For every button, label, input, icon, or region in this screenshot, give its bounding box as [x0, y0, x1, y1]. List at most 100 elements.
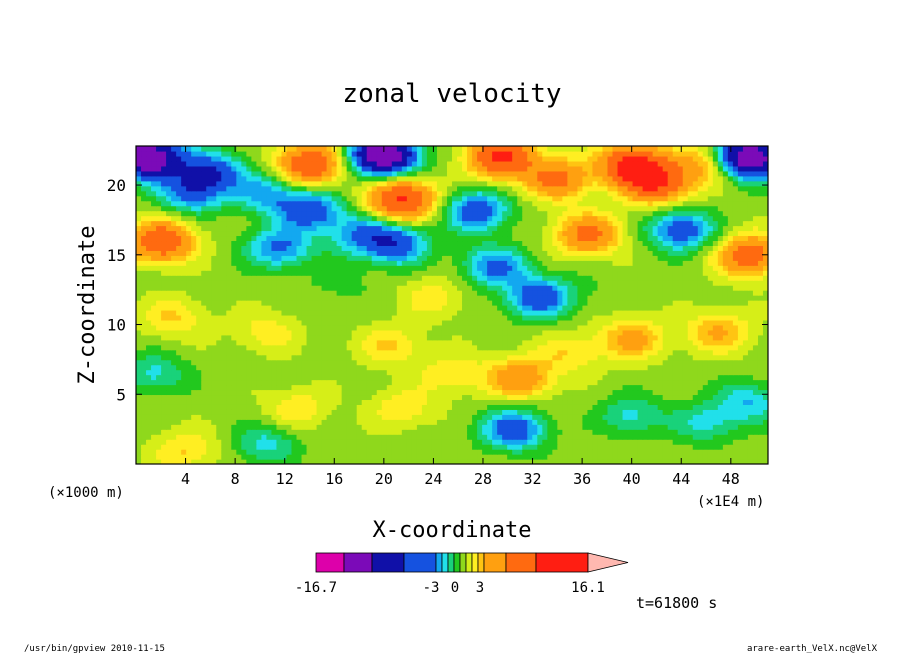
field-cell	[151, 280, 157, 286]
field-cell	[687, 280, 694, 286]
field-cell	[201, 275, 207, 281]
field-cell	[181, 444, 187, 450]
field-cell	[687, 275, 694, 281]
field-cell	[602, 409, 609, 415]
field-cell	[587, 285, 594, 291]
field-cell	[271, 270, 278, 276]
field-cell	[201, 404, 207, 410]
field-cell	[431, 344, 438, 351]
field-cell	[457, 389, 463, 396]
field-cell	[211, 290, 217, 296]
field-cell	[762, 409, 768, 415]
field-cell	[587, 444, 594, 450]
field-cell	[311, 324, 318, 331]
field-cell	[542, 399, 548, 405]
field-cell	[477, 344, 483, 351]
field-cell	[532, 285, 538, 291]
field-cell	[391, 290, 398, 296]
field-cell	[547, 374, 553, 381]
field-cell	[482, 324, 488, 331]
field-cell	[467, 334, 473, 341]
field-cell	[537, 290, 543, 296]
field-cell	[687, 319, 694, 326]
field-cell	[487, 389, 493, 396]
field-cell	[632, 295, 639, 301]
field-cell	[331, 449, 338, 455]
field-cell	[717, 439, 724, 445]
field-cell	[156, 419, 162, 425]
field-cell	[657, 275, 664, 281]
field-cell	[647, 374, 654, 381]
field-cell	[446, 459, 453, 464]
field-cell	[762, 334, 768, 341]
field-cell	[316, 404, 323, 410]
field-cell	[136, 324, 142, 331]
field-cell	[446, 404, 453, 410]
field-cell	[537, 280, 543, 286]
field-cell	[181, 275, 187, 281]
field-cell	[371, 394, 378, 401]
field-cell	[376, 389, 383, 396]
field-cell	[271, 454, 278, 460]
field-cell	[627, 404, 634, 410]
field-cell	[401, 404, 408, 410]
field-cell	[146, 290, 152, 296]
field-cell	[311, 404, 318, 410]
field-cell	[697, 384, 704, 391]
field-cell	[707, 409, 714, 415]
field-cell	[512, 449, 518, 455]
field-cell	[231, 270, 237, 276]
field-cell	[652, 384, 659, 391]
field-cell	[256, 424, 262, 430]
field-cell	[512, 309, 518, 316]
field-cell	[261, 280, 268, 286]
field-cell	[141, 319, 147, 326]
field-cell	[196, 324, 202, 331]
field-cell	[386, 414, 393, 420]
field-cell	[356, 349, 363, 356]
field-cell	[231, 414, 237, 420]
field-cell	[301, 414, 308, 420]
field-cell	[452, 384, 458, 391]
field-cell	[762, 295, 768, 301]
field-cell	[301, 275, 308, 281]
field-cell	[276, 329, 283, 336]
field-cell	[622, 384, 629, 391]
field-cell	[542, 319, 548, 326]
field-cell	[712, 309, 719, 316]
field-cell	[301, 295, 308, 301]
field-cell	[677, 444, 684, 450]
field-cell	[261, 389, 268, 396]
field-cell	[276, 314, 283, 321]
field-cell	[421, 265, 428, 271]
field-cell	[572, 374, 578, 381]
field-cell	[136, 349, 142, 356]
field-cell	[527, 354, 533, 361]
field-cell	[391, 414, 398, 420]
field-cell	[512, 319, 518, 326]
field-cell	[672, 414, 679, 420]
field-cell	[346, 339, 353, 346]
field-cell	[627, 454, 634, 460]
field-cell	[406, 334, 413, 341]
field-cell	[411, 270, 418, 276]
field-cell	[186, 305, 192, 311]
field-cell	[452, 344, 458, 351]
field-cell	[156, 439, 162, 445]
field-cell	[441, 300, 448, 306]
field-cell	[627, 379, 634, 386]
field-cell	[567, 324, 573, 331]
field-cell	[752, 305, 759, 311]
field-cell	[712, 394, 719, 401]
field-cell	[146, 364, 152, 371]
field-cell	[527, 409, 533, 415]
field-cell	[492, 409, 498, 415]
field-cell	[216, 359, 222, 366]
field-cell	[156, 434, 162, 440]
field-cell	[426, 419, 433, 425]
field-cell	[717, 344, 724, 351]
field-cell	[236, 454, 242, 460]
field-cell	[707, 384, 714, 391]
field-cell	[587, 359, 594, 366]
field-cell	[191, 439, 197, 445]
